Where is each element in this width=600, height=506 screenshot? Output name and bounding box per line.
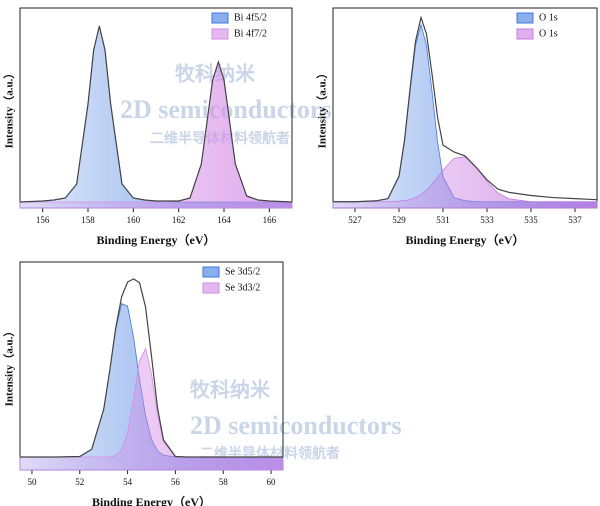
x-tick-label: 56	[171, 477, 181, 487]
x-axis-label: Binding Energy（eV）	[92, 494, 211, 506]
x-tick-label: 58	[219, 477, 229, 487]
x-tick-label: 158	[81, 215, 95, 225]
peak-area	[332, 156, 598, 209]
x-tick-label: 50	[27, 477, 37, 487]
x-tick-label: 156	[36, 215, 50, 225]
envelope-line	[19, 25, 293, 203]
legend-label: O 1s	[539, 28, 558, 39]
legend-label: Se 3d3/2	[225, 282, 260, 293]
x-tick-label: 537	[568, 215, 582, 225]
y-axis-label: Intensity（a.u.）	[316, 68, 329, 149]
x-tick-label: 166	[263, 215, 277, 225]
legend-swatch	[211, 12, 229, 24]
legend-label: Se 3d5/2	[225, 266, 260, 277]
legend-swatch	[211, 28, 229, 40]
legend-swatch	[202, 282, 220, 294]
x-tick-label: 162	[172, 215, 186, 225]
legend-label: Bi 4f7/2	[234, 28, 267, 39]
x-tick-label: 533	[480, 215, 494, 225]
x-tick-label: 535	[524, 215, 538, 225]
envelope-line	[333, 15, 598, 203]
legend-swatch	[516, 12, 534, 24]
legend-label: Bi 4f5/2	[234, 12, 267, 23]
envelope-line	[20, 278, 283, 458]
x-axis-label: Binding Energy（eV）	[405, 232, 524, 247]
watermark-name: 2D semiconductors	[190, 411, 402, 440]
x-tick-label: 164	[217, 215, 231, 225]
x-tick-label: 531	[436, 215, 450, 225]
x-tick-label: 60	[267, 477, 277, 487]
x-tick-label: 54	[123, 477, 133, 487]
legend-label: O 1s	[539, 12, 558, 23]
watermark-brand: 牧科纳米	[190, 378, 271, 402]
y-axis-label: Intensity（a.u.）	[3, 326, 16, 407]
x-tick-label: 160	[127, 215, 141, 225]
x-axis-label: Binding Energy（eV）	[96, 232, 215, 247]
legend-swatch	[202, 266, 220, 278]
x-tick-label: 52	[75, 477, 84, 487]
y-axis-label: Intensity（a.u.）	[3, 68, 16, 149]
x-tick-label: 529	[392, 215, 406, 225]
legend-swatch	[516, 28, 534, 40]
x-tick-label: 527	[348, 215, 362, 225]
